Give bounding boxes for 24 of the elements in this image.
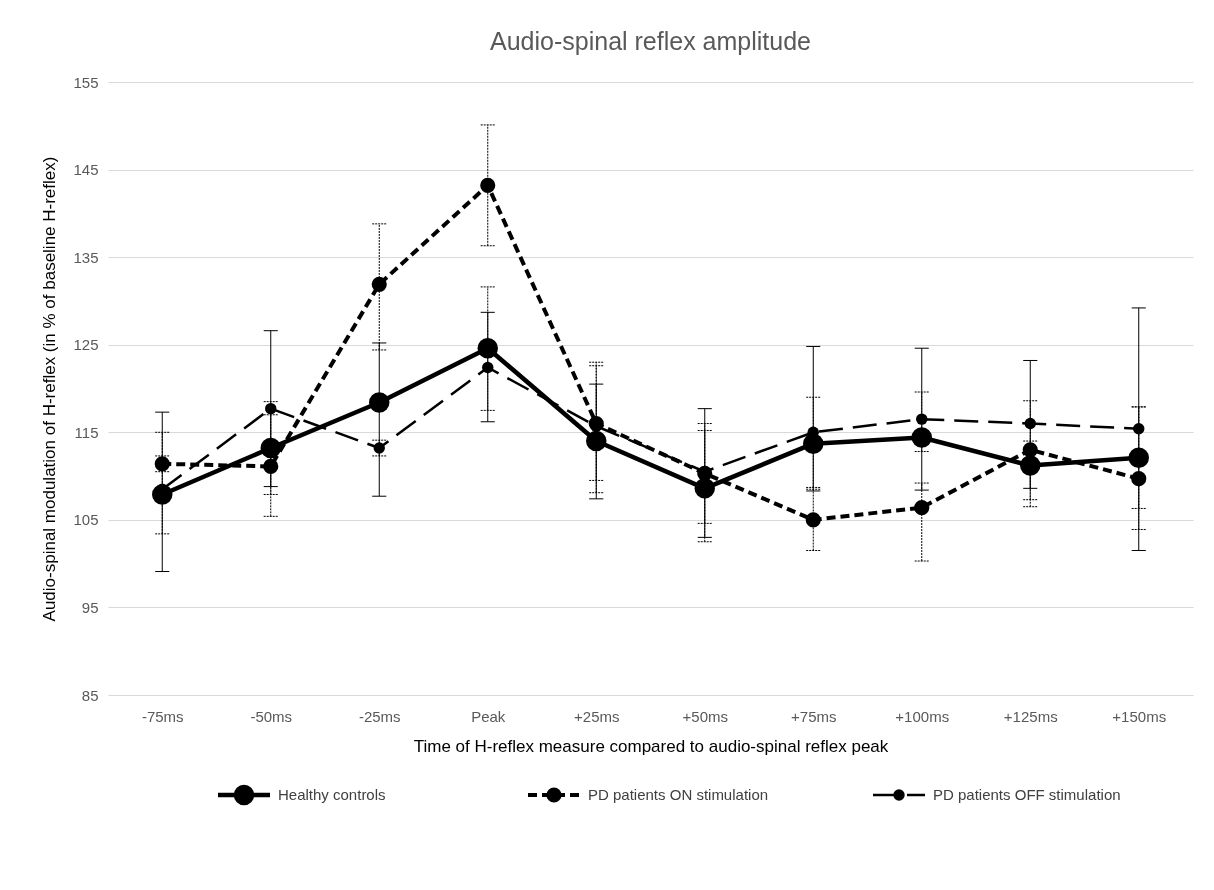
y-tick-label: 105 [73,511,99,529]
y-tick-label: 115 [74,423,99,441]
y-tick-label: 95 [81,598,99,616]
x-tick-label: +150ms [1112,707,1167,725]
y-tick-label: 85 [81,686,99,704]
y-axis-title: Audio-spinal modulation of H-reflex (in % of baseline H-reflex) [40,156,60,622]
x-tick-label: Peak [471,707,506,725]
y-tick-label: 135 [73,248,99,266]
x-tick-label: -25ms [358,707,401,725]
y-tick-label: 125 [73,336,99,354]
x-axis-title: Time of H-reflex measure compared to audio-spinal reflex peak [413,736,889,756]
x-tick-label: +100ms [895,707,950,725]
x-tick-label: -75ms [141,707,184,725]
legend-label: PD patients ON stimulation [588,786,769,803]
legend-label: PD patients OFF stimulation [933,786,1121,803]
chart-title: Audio-spinal reflex amplitude [489,27,812,55]
x-tick-label: +125ms [1003,707,1058,725]
legend-label: Healthy controls [278,786,386,803]
x-tick-label: +50ms [682,707,728,725]
y-tick-label: 145 [73,161,99,179]
y-tick-label: 155 [73,73,99,91]
x-tick-label: +25ms [574,707,620,725]
x-tick-label: -50ms [250,707,293,725]
x-tick-label: +75ms [791,707,837,725]
